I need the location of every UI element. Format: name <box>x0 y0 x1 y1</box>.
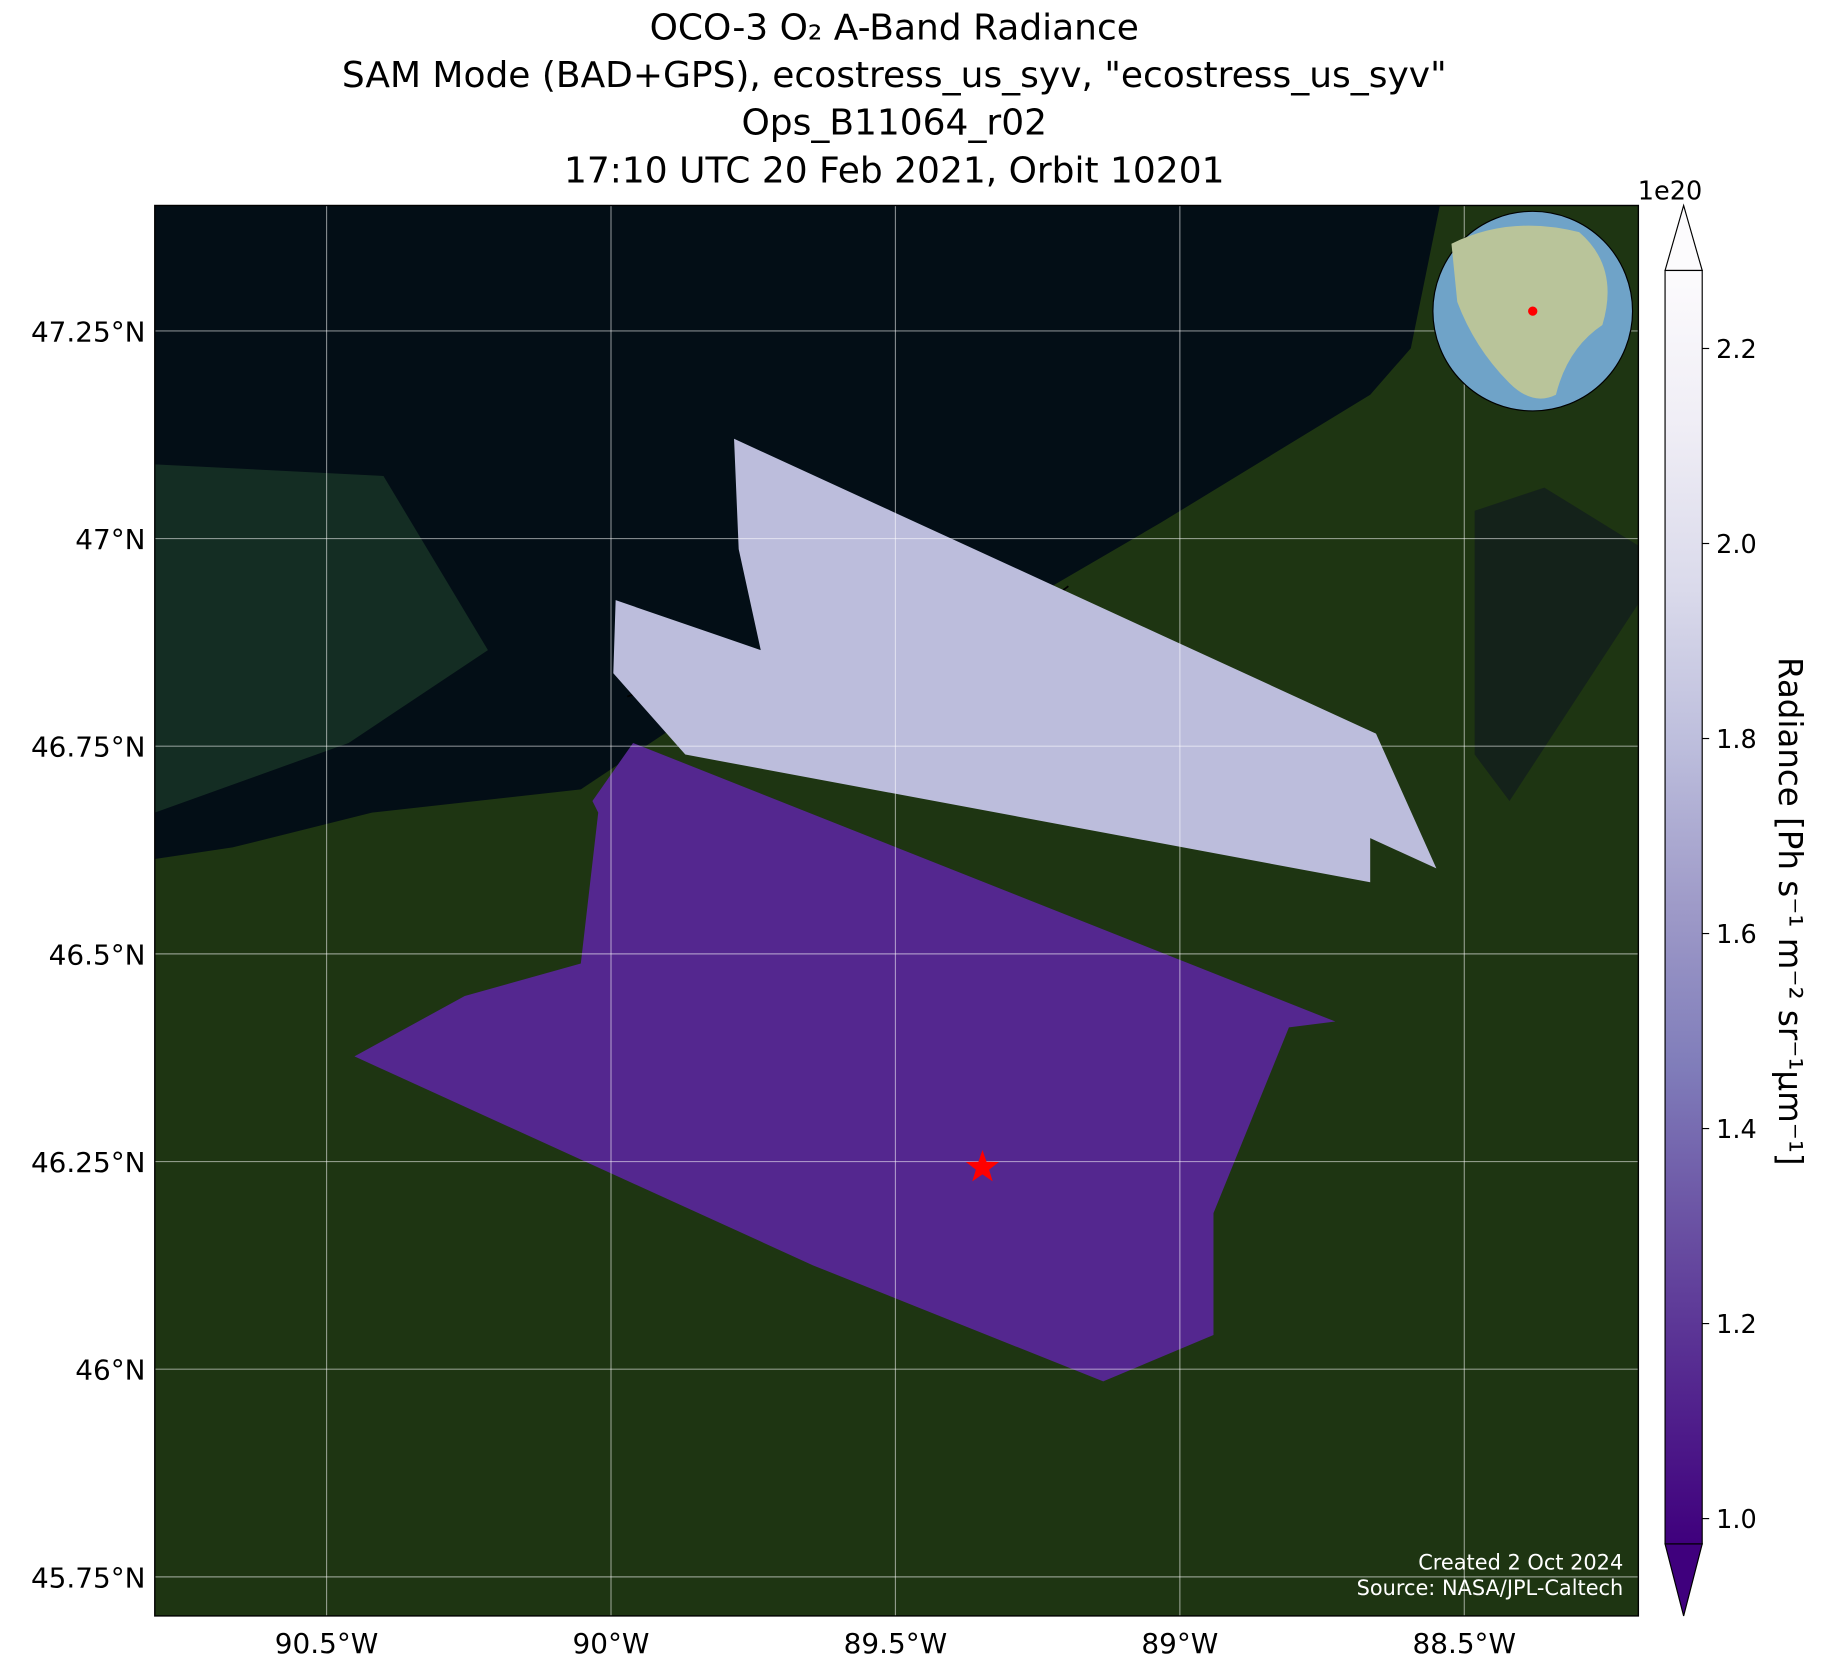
colorbar-offset: 1e20 <box>1638 177 1702 207</box>
chart-title: Ops_B11064_r02 <box>741 103 1047 144</box>
x-tick-label: 89.5°W <box>844 1627 948 1660</box>
credit: Source: NASA/JPL-Caltech <box>1357 1576 1624 1600</box>
target-star <box>965 1149 1000 1182</box>
swaths <box>354 438 1437 1382</box>
y-tick-label: 46.75°N <box>31 731 146 764</box>
y-tick-label: 46°N <box>75 1354 145 1387</box>
colorbar-body <box>1665 270 1703 1544</box>
swath-north <box>613 438 1437 883</box>
map-frame <box>154 204 1640 1617</box>
chart-title: 17:10 UTC 20 Feb 2021, Orbit 10201 <box>564 150 1224 191</box>
colorbar: 1.0 1.2 1.4 1.6 1.8 2.0 2.2 1e20 Radiance [Ph s⁻… <box>1638 177 1809 1617</box>
y-tick-label: 46.25°N <box>31 1146 146 1179</box>
colorbar-tick-label: 2.0 <box>1716 530 1757 560</box>
colorbar-tick-label: 2.2 <box>1716 335 1757 365</box>
grid <box>154 205 1639 1616</box>
swath-south <box>354 742 1336 1382</box>
credit: Created 2 Oct 2024 <box>1418 1550 1623 1574</box>
colorbar-tick-label: 1.2 <box>1716 1310 1757 1340</box>
x-tick-label: 90°W <box>573 1627 650 1660</box>
y-tick-label: 45.75°N <box>31 1561 146 1594</box>
islands <box>154 464 488 813</box>
colorbar-tick-label: 1.8 <box>1716 725 1757 755</box>
colorbar-extend-max <box>1664 203 1703 272</box>
x-tick-label: 89°W <box>1141 1627 1218 1660</box>
colorbar-label: Radiance [Ph s⁻¹ m⁻² sr⁻¹μm⁻¹] <box>1771 657 1809 1166</box>
x-tick-label: 88.5°W <box>1413 1627 1517 1660</box>
y-tick-label: 47°N <box>75 523 145 556</box>
y-tick-label: 46.5°N <box>49 938 146 971</box>
inset-star <box>1528 306 1538 316</box>
colorbar-frame <box>1664 269 1703 1545</box>
chart-title: SAM Mode (BAD+GPS), ecostress_us_syv, "e… <box>342 55 1447 96</box>
colorbar-extend-min <box>1664 1543 1703 1617</box>
colorbar-tick-label: 1.6 <box>1716 920 1757 950</box>
colorbar-tick-label: 1.4 <box>1716 1115 1757 1145</box>
bay <box>1474 487 1639 801</box>
colorbar-tick-label: 1.0 <box>1716 1505 1757 1535</box>
y-tick-label: 47.25°N <box>31 315 146 348</box>
x-tick-label: 90.5°W <box>275 1627 379 1660</box>
chart-title: OCO-3 O₂ A-Band Radiance <box>650 7 1139 48</box>
